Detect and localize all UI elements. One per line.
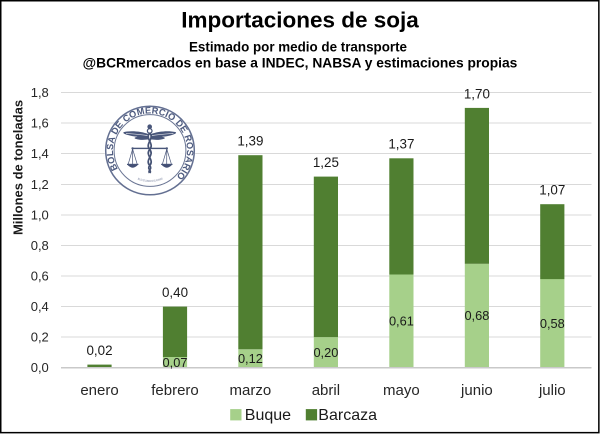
svg-text:0,4: 0,4 xyxy=(31,299,49,314)
svg-text:0,8: 0,8 xyxy=(31,238,49,253)
svg-text:BOLSA DE COMERCIO DE ROSARIO: BOLSA DE COMERCIO DE ROSARIO xyxy=(137,176,164,183)
svg-text:0,12: 0,12 xyxy=(238,351,263,366)
svg-text:1,07: 1,07 xyxy=(539,183,565,198)
svg-text:0,07: 0,07 xyxy=(163,355,188,370)
svg-text:1,70: 1,70 xyxy=(464,86,490,101)
svg-text:1,39: 1,39 xyxy=(237,134,263,149)
svg-text:1,6: 1,6 xyxy=(31,116,49,131)
svg-text:0,6: 0,6 xyxy=(31,269,49,284)
svg-text:0,0: 0,0 xyxy=(31,360,49,375)
svg-text:0,68: 0,68 xyxy=(464,308,489,323)
svg-text:0,02: 0,02 xyxy=(86,343,112,358)
svg-text:0,40: 0,40 xyxy=(162,285,188,300)
svg-text:0,61: 0,61 xyxy=(389,314,414,329)
svg-text:mayo: mayo xyxy=(383,382,420,399)
svg-text:1,8: 1,8 xyxy=(31,85,49,100)
svg-text:1,0: 1,0 xyxy=(31,207,49,222)
svg-text:julio: julio xyxy=(538,382,566,399)
svg-text:1,25: 1,25 xyxy=(313,155,339,170)
svg-text:febrero: febrero xyxy=(151,382,199,399)
svg-text:1,4: 1,4 xyxy=(31,146,49,161)
svg-text:1,37: 1,37 xyxy=(388,137,414,152)
svg-text:1,2: 1,2 xyxy=(31,177,49,192)
svg-text:abril: abril xyxy=(312,382,340,399)
svg-text:Estimado por medio de transpor: Estimado por medio de transporte xyxy=(189,39,407,54)
svg-text:Barcaza: Barcaza xyxy=(318,407,377,424)
svg-text:marzo: marzo xyxy=(230,382,272,399)
svg-text:0,20: 0,20 xyxy=(313,345,338,360)
svg-text:@BCRmercados en base a INDEC,: @BCRmercados en base a INDEC, NABSA y es… xyxy=(83,55,518,70)
svg-text:junio: junio xyxy=(460,382,493,399)
svg-text:Buque: Buque xyxy=(245,407,291,424)
svg-text:0,58: 0,58 xyxy=(540,316,565,331)
svg-text:Millones de toneladas: Millones de toneladas xyxy=(10,100,25,235)
svg-text:Importaciones de soja: Importaciones de soja xyxy=(181,8,419,33)
svg-text:enero: enero xyxy=(80,382,118,399)
svg-text:0,2: 0,2 xyxy=(31,330,49,345)
